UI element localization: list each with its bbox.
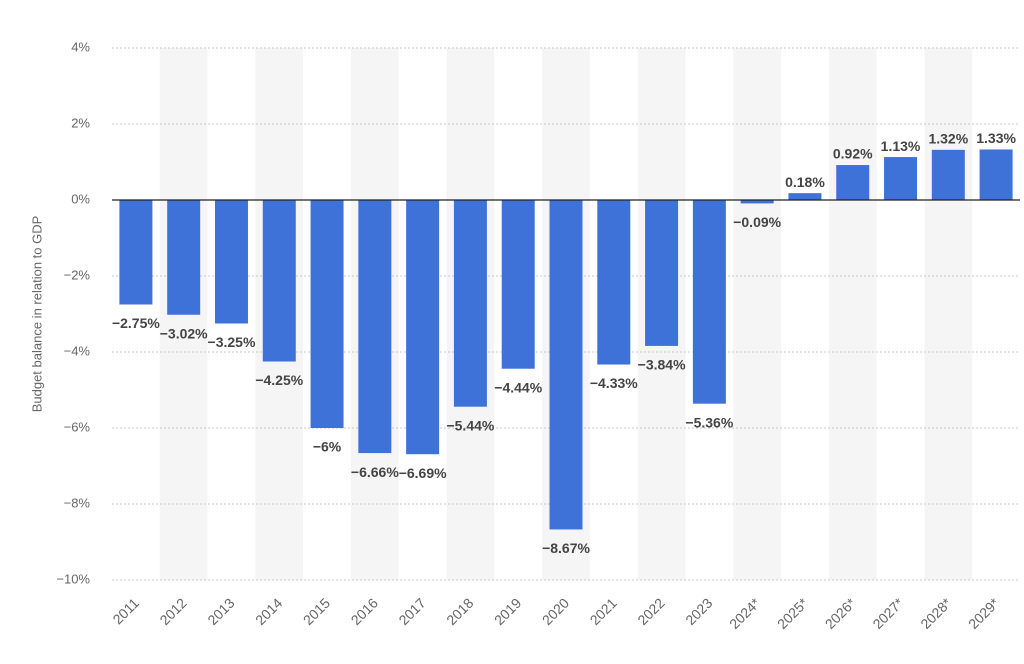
value-label: 1.13% <box>881 138 921 154</box>
bar <box>645 200 679 346</box>
bar <box>692 200 726 404</box>
bar <box>406 200 440 455</box>
value-label: −6.66% <box>351 464 399 480</box>
value-label: −3.84% <box>638 357 686 373</box>
y-tick-label: −10% <box>56 571 90 586</box>
bar <box>310 200 344 428</box>
bar <box>549 200 583 530</box>
bar <box>358 200 392 454</box>
value-label: −8.67% <box>542 540 590 556</box>
band-shade <box>924 48 973 580</box>
x-tick-label: 2023 <box>682 595 715 628</box>
bar <box>453 200 487 407</box>
band-shade <box>828 48 877 580</box>
value-label: 1.32% <box>928 131 968 147</box>
x-tick-label: 2018 <box>443 595 476 628</box>
value-label: −5.44% <box>446 417 494 433</box>
value-label: −6% <box>313 439 342 455</box>
value-label: 0.18% <box>785 174 825 190</box>
value-label: −3.02% <box>160 325 208 341</box>
x-tick-label: 2029* <box>965 594 1003 632</box>
bar <box>931 149 965 200</box>
x-tick-label: 2021 <box>587 595 620 628</box>
y-tick-label: −2% <box>64 267 91 282</box>
x-tick-label: 2020 <box>539 595 572 628</box>
x-tick-label: 2011 <box>109 595 142 628</box>
x-tick-label: 2025* <box>774 594 812 632</box>
value-label: 1.33% <box>976 130 1016 146</box>
x-tick-label: 2019 <box>491 595 524 628</box>
bar <box>979 149 1013 200</box>
bar <box>740 200 774 204</box>
x-tick-label: 2013 <box>204 595 237 628</box>
bar <box>501 200 535 369</box>
value-label: −0.09% <box>733 214 781 230</box>
y-tick-label: 2% <box>71 115 90 130</box>
x-tick-label: 2027* <box>869 594 907 632</box>
bar <box>262 200 296 362</box>
value-label: −4.44% <box>494 379 542 395</box>
y-axis-label: Budget balance in relation to GDP <box>29 216 44 413</box>
x-tick-label: 2026* <box>822 594 860 632</box>
value-label: −5.36% <box>685 414 733 430</box>
bar <box>214 200 248 324</box>
value-label: −4.33% <box>590 375 638 391</box>
y-tick-label: 4% <box>71 39 90 54</box>
bar <box>597 200 631 365</box>
x-tick-label: 2022 <box>634 595 667 628</box>
value-label: −2.75% <box>112 315 160 331</box>
y-tick-label: −4% <box>64 343 91 358</box>
value-label: −3.25% <box>208 334 256 350</box>
x-tick-label: 2015 <box>300 595 333 628</box>
y-tick-label: 0% <box>71 191 90 206</box>
y-tick-label: −8% <box>64 495 91 510</box>
value-label: 0.92% <box>833 146 873 162</box>
bar <box>836 165 870 200</box>
x-tick-label: 2014 <box>252 595 285 628</box>
band-shade <box>733 48 782 580</box>
bar <box>119 200 153 305</box>
x-tick-label: 2028* <box>917 594 955 632</box>
value-label: −4.25% <box>255 372 303 388</box>
x-tick-label: 2024* <box>726 594 764 632</box>
y-tick-label: −6% <box>64 419 91 434</box>
bar <box>788 193 822 200</box>
x-tick-label: 2017 <box>395 595 428 628</box>
bar <box>884 157 918 200</box>
x-tick-label: 2016 <box>348 595 381 628</box>
x-tick-label: 2012 <box>156 595 189 628</box>
bar <box>167 200 201 315</box>
value-label: −6.69% <box>399 465 447 481</box>
